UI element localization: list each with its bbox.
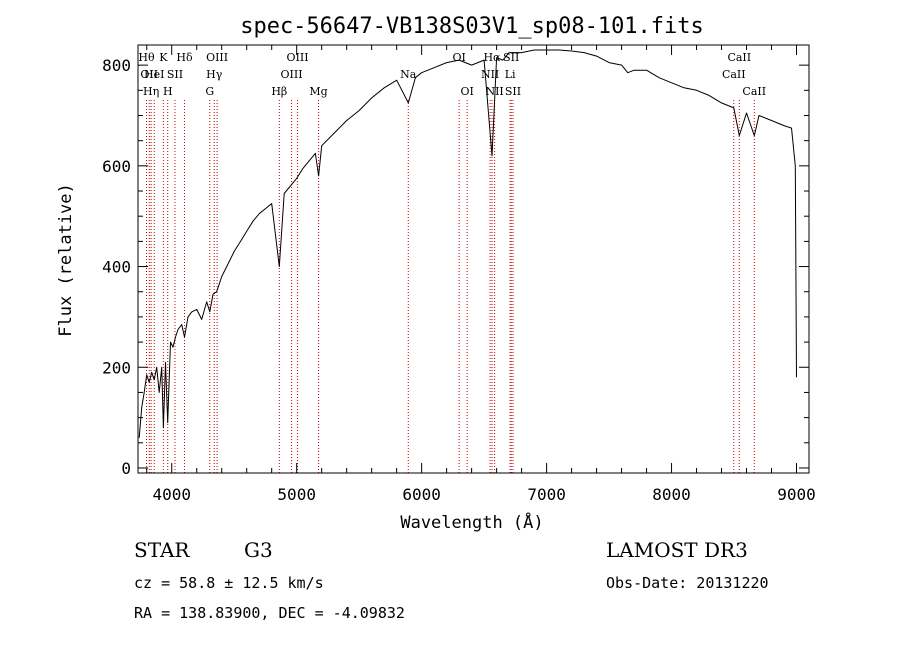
line-label-25: CaII [722,68,746,81]
line-label-9: G [205,85,214,98]
line-label-5: K [159,51,168,64]
observation-date: Obs-Date: 20131220 [606,574,769,592]
line-label-22: Li [505,68,516,81]
line-label-11: OIII [206,51,228,64]
line-label-18: OI [460,85,473,98]
spectral-subclass: G3 [244,538,273,562]
x-tick-label: 7000 [527,485,566,504]
line-label-27: CaII [742,85,766,98]
line-label-10: Hγ [206,68,223,81]
redshift-velocity: cz = 58.8 ± 12.5 km/s [134,574,324,592]
y-tick-label: 800 [102,56,131,75]
x-tick-label: 5000 [277,485,316,504]
line-label-4: HeI [144,68,164,81]
y-tick-label: 0 [121,459,131,478]
coordinates: RA = 138.83900, DEC = -4.09832 [134,604,405,622]
line-label-6: H [163,85,173,98]
line-label-12: Hβ [271,85,287,98]
x-tick-label: 4000 [152,485,191,504]
line-label-2: OII [140,68,158,81]
line-label-26: CaII [727,51,751,64]
y-tick-label: 200 [102,358,131,377]
line-label-16: Na [400,68,417,81]
line-label-15: Mg [309,85,327,98]
line-label-13: OIII [281,68,303,81]
chart-title: spec-56647-VB138S03V1_sp08-101.fits [240,14,704,39]
line-label-7: SII [167,68,183,81]
line-label-24: SII [505,85,521,98]
line-label-1: Hθ [138,51,155,64]
object-class: STAR [134,538,190,562]
x-tick-label: 9000 [777,485,816,504]
y-tick-label: 600 [102,157,131,176]
spectral-line-markers: Hθ OII Hη HeI K H SII Hδ G Hγ OIII Hβ OIII OIII Mg Na OI… [138,51,766,473]
line-label-8: Hδ [176,51,193,64]
line-label-14: OIII [287,51,309,64]
plot-frame [137,44,810,474]
x-axis-label: Wavelength (Å) [400,511,543,533]
line-label-3: Hη [143,85,159,98]
y-axis-label: Flux (relative) [56,183,76,337]
y-axis: 0 200 400 600 800 [102,56,809,478]
y-tick-label: 400 [102,258,131,277]
spectrum-series [138,49,797,438]
spectrum-line-0 [138,49,797,438]
line-label-19: NII [481,68,499,81]
x-axis: 4000 5000 6000 7000 8000 9000 [146,45,816,504]
x-tick-label: 6000 [402,485,441,504]
survey-label: LAMOST DR3 [606,538,748,562]
x-tick-label: 8000 [652,485,691,504]
line-label-20: Hα [483,51,501,64]
